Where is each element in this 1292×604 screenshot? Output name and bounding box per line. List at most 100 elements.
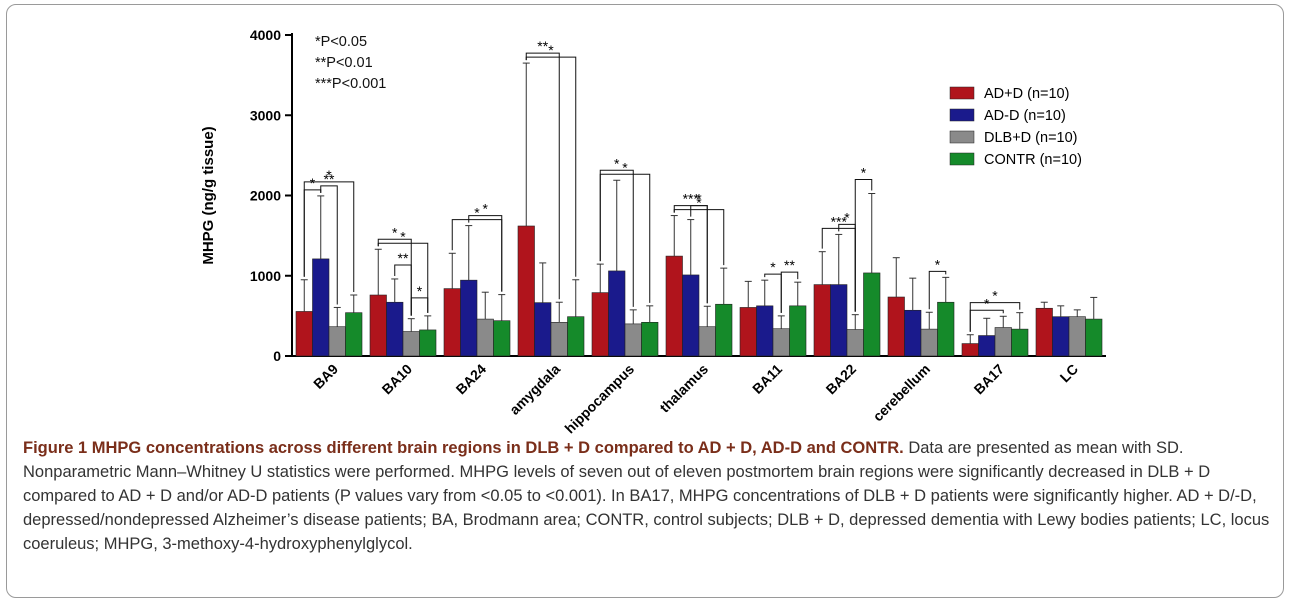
- bar-BA17-2: [994, 327, 1012, 357]
- significance-label: *: [861, 164, 867, 180]
- x-tick-label: thalamus: [656, 361, 711, 416]
- bar-BA10-0: [369, 294, 387, 357]
- significance-bracket: [320, 185, 338, 305]
- legend-label-1: AD-D (n=10): [984, 108, 1066, 124]
- significance-bracket: [303, 181, 355, 293]
- bar-hippocampus-1: [608, 270, 626, 357]
- x-tick-label: BA24: [452, 361, 489, 398]
- significance-label: *: [400, 228, 406, 244]
- bar-LC-1: [1052, 316, 1070, 357]
- significance-label: *: [548, 42, 554, 58]
- bar-BA24-0: [443, 288, 461, 357]
- significance-label: *: [770, 259, 776, 275]
- bar-amygdala-0: [517, 225, 535, 357]
- significance-label: *: [696, 195, 702, 211]
- caption-title: Figure 1 MHPG concentrations across diff…: [23, 439, 904, 457]
- significance-bracket: [780, 271, 799, 313]
- y-tick-label: 1000: [250, 268, 281, 284]
- bar-BA9-0: [295, 311, 313, 357]
- significance-label: *: [392, 224, 398, 240]
- legend-label-2: DLB+D (n=10): [984, 130, 1078, 146]
- significance-label: *: [310, 175, 316, 191]
- bar-BA9-1: [312, 258, 330, 357]
- bar-BA11-1: [756, 305, 774, 357]
- significance-label: **: [324, 171, 335, 187]
- bar-BA11-3: [789, 305, 807, 357]
- significance-label: *: [483, 201, 489, 217]
- bar-amygdala-3: [567, 316, 585, 357]
- significance-label: *: [844, 209, 850, 225]
- bar-amygdala-2: [550, 321, 568, 357]
- bar-thalamus-2: [698, 326, 716, 357]
- bar-BA22-3: [863, 272, 881, 357]
- significance-label: *: [614, 155, 620, 171]
- x-tick-label: hippocampus: [561, 361, 637, 437]
- legend-swatch-2: [949, 130, 975, 144]
- bar-BA22-1: [830, 284, 848, 357]
- significance-bracket: [468, 215, 503, 292]
- significance-label: *: [935, 256, 941, 272]
- y-tick-label: 2000: [250, 188, 281, 204]
- bar-BA24-3: [493, 320, 511, 357]
- x-tick-label: BA9: [310, 361, 341, 392]
- bar-BA9-2: [328, 326, 346, 357]
- legend-swatch-1: [949, 108, 975, 122]
- significance-label: *: [992, 288, 998, 304]
- x-tick-label: cerebellum: [870, 361, 934, 425]
- bar-thalamus-0: [665, 255, 683, 357]
- significance-label: *: [417, 283, 423, 299]
- significance-bracket: [690, 205, 708, 304]
- bar-BA10-3: [419, 329, 437, 357]
- figure-frame: [6, 4, 1284, 598]
- figure-caption: Figure 1 MHPG concentrations across diff…: [23, 436, 1273, 556]
- significance-label: **: [537, 38, 548, 54]
- bar-LC-3: [1085, 318, 1103, 357]
- bar-cerebellum-2: [920, 328, 938, 357]
- x-tick-label: amygdala: [506, 361, 563, 418]
- significance-label: ***: [831, 213, 848, 229]
- bar-thalamus-3: [715, 303, 733, 357]
- significance-bracket: [599, 169, 634, 307]
- bar-hippocampus-0: [591, 292, 609, 357]
- significance-label: ***: [683, 191, 700, 207]
- x-tick-label: BA17: [970, 361, 1007, 398]
- bar-LC-0: [1035, 307, 1053, 357]
- significance-label: *: [474, 205, 480, 221]
- bar-BA17-3: [1011, 328, 1029, 357]
- significance-label: *: [984, 295, 990, 311]
- bar-hippocampus-2: [624, 323, 642, 357]
- bar-BA24-2: [476, 318, 494, 357]
- bar-BA11-0: [739, 307, 757, 357]
- caption-body: Data are presented as mean with SD. Nonp…: [23, 439, 1270, 553]
- significance-label: *: [326, 167, 332, 183]
- bar-BA10-2: [402, 331, 420, 357]
- significance-label: **: [784, 257, 795, 273]
- significance-bracket: [928, 270, 947, 310]
- significance-bracket: [525, 52, 560, 300]
- legend-swatch-3: [949, 152, 975, 166]
- y-axis-title: MHPG (ng/g tissue): [200, 126, 217, 264]
- y-tick-label: 3000: [250, 107, 281, 123]
- significance-key-1: *P<0.05: [315, 34, 368, 50]
- significance-key-2: **P<0.01: [315, 55, 373, 71]
- bar-BA11-2: [772, 328, 790, 357]
- bar-hippocampus-3: [641, 321, 659, 357]
- bar-BA22-2: [846, 329, 864, 357]
- significance-bracket: [410, 297, 429, 316]
- bar-cerebellum-1: [904, 309, 922, 357]
- x-tick-label: BA22: [822, 361, 859, 398]
- x-tick-label: BA10: [378, 361, 415, 398]
- x-tick-label: LC: [1057, 361, 1082, 386]
- bar-BA17-0: [961, 343, 979, 357]
- bar-BA22-0: [813, 284, 831, 357]
- significance-bracket: [394, 264, 412, 316]
- x-tick-label: BA11: [749, 361, 785, 397]
- bar-BA17-1: [978, 335, 996, 357]
- bar-chart: 0 1000 2000 3000 4000 MHPG (ng/g tissue) BA9 BA…: [200, 27, 1106, 437]
- legend-label-0: AD+D (n=10): [984, 86, 1069, 102]
- bar-amygdala-1: [534, 302, 552, 357]
- significance-key-3: ***P<0.001: [315, 76, 387, 92]
- significance-label: *: [622, 159, 628, 175]
- bar-BA9-3: [345, 312, 363, 357]
- significance-bracket: [854, 178, 873, 312]
